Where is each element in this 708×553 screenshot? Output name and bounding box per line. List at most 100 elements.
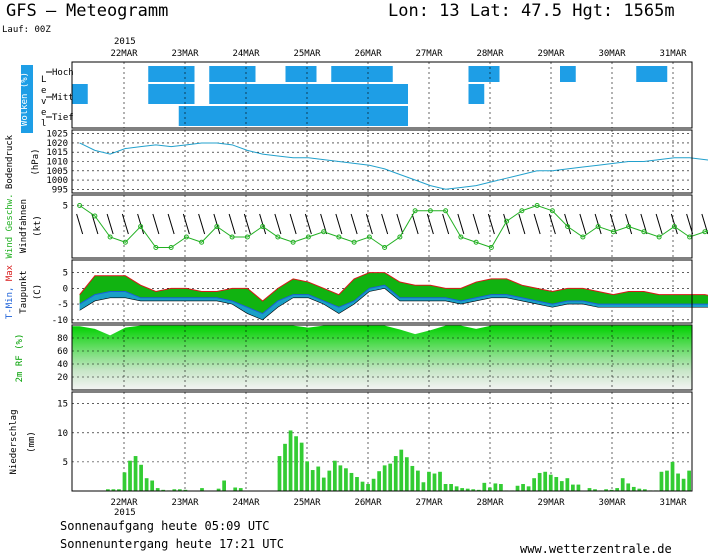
wind-barb [76, 213, 84, 235]
cloud-cell [361, 106, 378, 126]
precip-bar [355, 477, 359, 491]
precip-bar [515, 485, 520, 491]
wind-frame [71, 194, 693, 259]
wind-barb [487, 213, 495, 235]
precip-bar [238, 488, 243, 491]
cloud-cell [239, 84, 256, 104]
cloud-cell [316, 106, 332, 126]
precip-bar [493, 483, 498, 491]
cloud-cell [178, 106, 195, 126]
precip-bar [637, 488, 642, 491]
cloud-cell [224, 84, 241, 104]
wind-barb [503, 213, 511, 235]
precip-bar [283, 443, 287, 491]
website-link[interactable]: www.wetterzentrale.de [520, 542, 672, 553]
cloud-cell [636, 66, 652, 82]
wind-barb [442, 213, 450, 235]
precip-bar [117, 489, 121, 491]
wind-barb [335, 213, 343, 235]
precip-bar [177, 489, 182, 491]
run-label: Lauf: 00Z [2, 25, 51, 35]
y-tick-label: 0 [63, 284, 68, 294]
precip-bar [360, 481, 365, 491]
top-date-label: 28MAR [476, 49, 504, 59]
precip-bar [404, 457, 409, 491]
level-label-tief: Tief [52, 113, 74, 123]
cloud-cell [148, 84, 164, 104]
precip-bar [410, 465, 415, 491]
wind-speed-point [427, 208, 433, 214]
precip-bar [642, 489, 647, 491]
cloud-cell [224, 106, 241, 126]
humidity-area [72, 325, 708, 390]
level-label-letter: L [41, 75, 46, 85]
cloud-cell [209, 84, 225, 104]
wind-barb [426, 213, 434, 235]
wind-speed-point [351, 239, 357, 245]
wind-barb [381, 213, 389, 235]
precip-bar [537, 472, 542, 491]
y-tick-label: 1025 [46, 130, 68, 140]
precip-bar [371, 478, 376, 491]
cloud-cell [377, 84, 393, 104]
precip-panel: 15 10 5 Niederschlag (mm) [9, 391, 693, 492]
wind-speed-point [244, 234, 250, 240]
wind-barb [579, 213, 587, 235]
precip-bar [133, 456, 138, 491]
cloud-axis-label: Wolken (%) [20, 72, 30, 126]
cloud-cell [300, 106, 317, 126]
wind-speed-point [138, 224, 144, 229]
wind-barb [182, 213, 190, 235]
y-tick-label: -10 [52, 316, 68, 326]
precip-unit-label: (mm) [27, 431, 37, 453]
pressure-unit-label: (hPa) [31, 148, 41, 175]
y-tick-label: 995 [52, 185, 68, 195]
y-tick-label: 10 [57, 429, 68, 439]
wind-barb [289, 213, 297, 235]
wind-speed-point [458, 234, 464, 240]
wind-barb [304, 213, 312, 235]
precip-bar [288, 430, 293, 491]
top-date-label: 24MAR [232, 49, 260, 59]
level-label-mittel: Mittel [52, 93, 85, 103]
wind-speed-point [580, 234, 586, 240]
wind-vane-label: Windfahnen [19, 199, 29, 253]
location-label: Lon: 13 Lat: 47.5 Hgt: 1565m [388, 1, 675, 21]
humidity-frame [71, 324, 693, 391]
wind-speed-point [305, 234, 311, 240]
precip-bar [438, 471, 442, 491]
precip-bar [128, 460, 132, 491]
cloud-cell [163, 84, 180, 104]
wind-barb [274, 213, 282, 235]
precip-bar [377, 471, 381, 491]
wind-barb [396, 213, 404, 235]
y-tick-label: 5 [63, 202, 68, 212]
dewpoint-line [79, 288, 708, 321]
cloud-cell [270, 106, 286, 126]
wind-axis-label: Wind Geschw. [5, 193, 15, 258]
precip-bar [532, 478, 536, 491]
temp-unit-label: (C) [33, 284, 43, 300]
precip-bar [526, 486, 531, 491]
wind-speed-point [214, 224, 220, 229]
wind-speed-point [77, 203, 83, 208]
wind-speed-point [549, 208, 555, 214]
bottom-date-label: 29MAR [537, 498, 565, 508]
level-label-letter: l [41, 119, 46, 129]
precip-axis-label: Niederschlag [9, 409, 19, 474]
y-tick-label: -5 [57, 300, 68, 310]
cloud-cell [361, 66, 378, 82]
precip-bar [327, 470, 332, 491]
cloud-cell [361, 84, 378, 104]
precip-bar [460, 488, 465, 491]
precip-bar [476, 489, 481, 491]
precip-bar [299, 442, 304, 491]
precip-bar [416, 470, 420, 491]
precip-bar [421, 482, 426, 491]
precip-bar [388, 463, 393, 491]
cloud-legend-bar [21, 65, 33, 133]
precip-bar [565, 478, 570, 491]
